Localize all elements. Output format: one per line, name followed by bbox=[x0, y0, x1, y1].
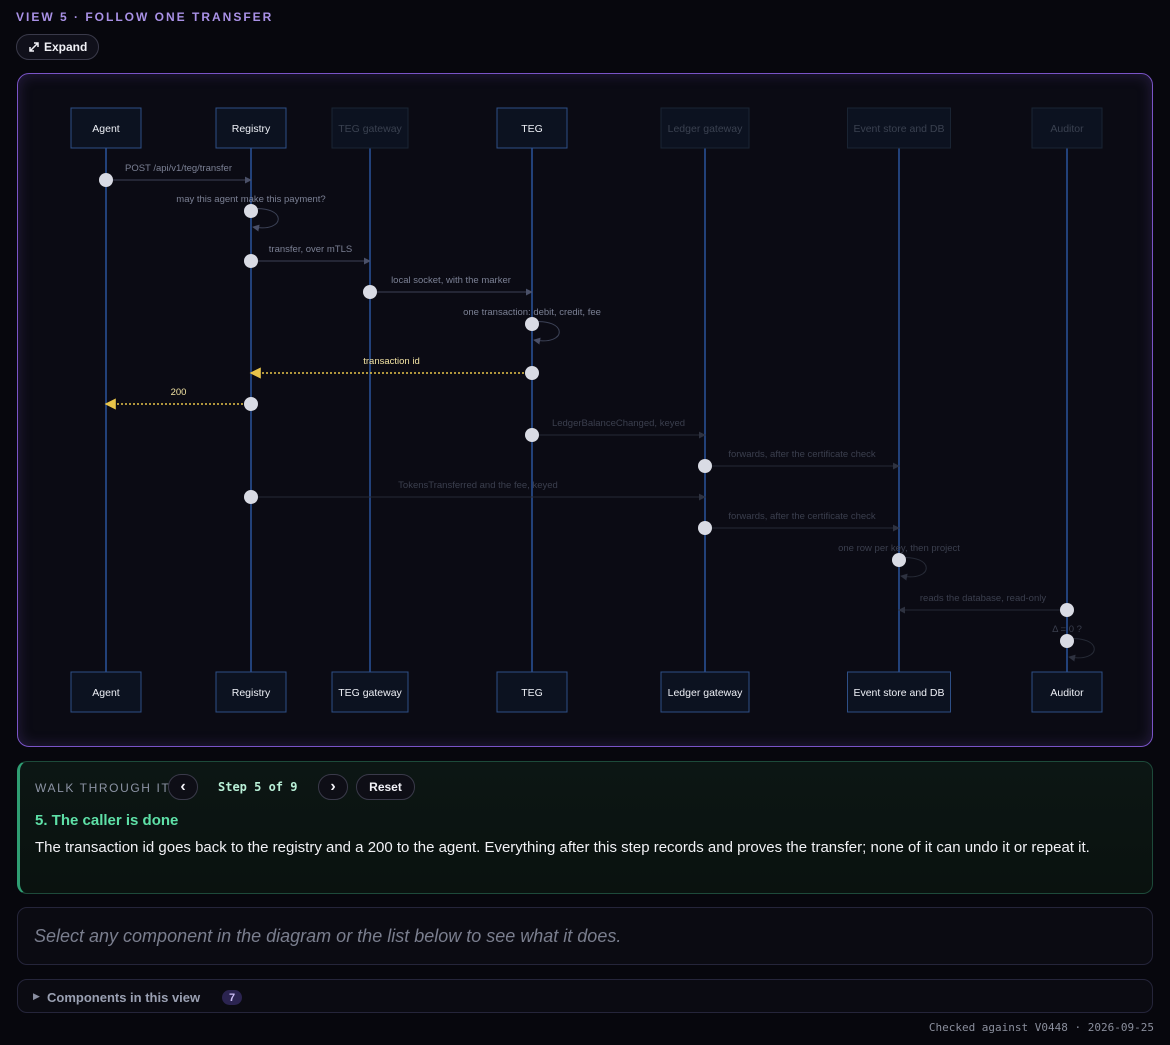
message-2[interactable]: may this agent make this payment? bbox=[176, 194, 326, 232]
message-label: POST /api/v1/teg/transfer bbox=[125, 163, 232, 174]
sequence-diagram-canvas: Agent Agent Registry Registry TEG gateway TEG… bbox=[70, 107, 1103, 713]
participant-label: Registry bbox=[232, 687, 271, 699]
message-11[interactable]: forwards, after the certificate check bbox=[698, 511, 900, 535]
message-label: transfer, over mTLS bbox=[269, 244, 352, 255]
step-description: The transaction id goes back to the regi… bbox=[35, 839, 1090, 856]
participant-label: Registry bbox=[232, 123, 271, 135]
message-dot bbox=[244, 204, 258, 218]
message-13[interactable]: reads the database, read-only bbox=[898, 593, 1074, 617]
message-label: transaction id bbox=[363, 356, 420, 367]
footer-version: Checked against V0448 · 2026-09-25 bbox=[928, 1021, 1154, 1034]
message-dot bbox=[99, 173, 113, 187]
participant-agent-top[interactable]: Agent bbox=[70, 107, 142, 149]
participant-auditor-bottom[interactable]: Auditor bbox=[1031, 671, 1103, 713]
message-label: forwards, after the certificate check bbox=[728, 449, 876, 460]
participant-label: Event store and DB bbox=[853, 687, 944, 699]
participant-label: Auditor bbox=[1050, 687, 1084, 699]
message-dot bbox=[244, 254, 258, 268]
view-title: VIEW 5 · FOLLOW ONE TRANSFER bbox=[16, 10, 274, 24]
message-3[interactable]: transfer, over mTLS bbox=[244, 244, 371, 268]
message-dot bbox=[1060, 603, 1074, 617]
walkthrough-label: WALK THROUGH IT bbox=[35, 781, 171, 795]
step-title: 5. The caller is done bbox=[35, 812, 179, 829]
chevron-left-icon: ‹ bbox=[180, 778, 186, 795]
components-disclosure[interactable]: ▶ Components in this view 7 bbox=[17, 979, 1153, 1013]
participant-label: Ledger gateway bbox=[668, 123, 743, 135]
message-dot bbox=[244, 397, 258, 411]
expand-button[interactable]: Expand bbox=[16, 34, 100, 60]
participant-label: TEG gateway bbox=[338, 123, 402, 135]
expand-arrows-icon bbox=[29, 42, 39, 52]
participant-registry-bottom[interactable]: Registry bbox=[215, 671, 287, 713]
participant-ledger_gateway-bottom[interactable]: Ledger gateway bbox=[660, 671, 750, 713]
message-5[interactable]: one transaction: debit, credit, fee bbox=[463, 307, 601, 345]
reset-button[interactable]: Reset bbox=[356, 774, 415, 800]
participant-teg_gateway-bottom[interactable]: TEG gateway bbox=[331, 671, 409, 713]
message-dot bbox=[525, 317, 539, 331]
message-12[interactable]: one row per key, then project bbox=[838, 543, 960, 581]
message-label: 200 bbox=[171, 387, 187, 398]
message-dot bbox=[525, 366, 539, 380]
participant-label: Agent bbox=[92, 123, 120, 135]
sequence-diagram: Agent Agent Registry Registry TEG gateway TEG… bbox=[17, 73, 1153, 747]
participant-auditor-top[interactable]: Auditor bbox=[1031, 107, 1103, 149]
message-label: Δ = 0 ? bbox=[1052, 624, 1082, 635]
hint-text: Select any component in the diagram or t… bbox=[34, 926, 622, 946]
message-14[interactable]: Δ = 0 ? bbox=[1052, 624, 1095, 662]
message-label: local socket, with the marker bbox=[391, 275, 511, 286]
participant-teg-top[interactable]: TEG bbox=[496, 107, 568, 149]
message-dot bbox=[244, 490, 258, 504]
participant-event_store-bottom[interactable]: Event store and DB bbox=[847, 671, 951, 713]
message-label: one row per key, then project bbox=[838, 543, 960, 554]
walkthrough-panel: WALK THROUGH IT ‹ Step 5 of 9 › Reset 5.… bbox=[17, 761, 1153, 894]
participant-label: Auditor bbox=[1050, 123, 1084, 135]
message-dot bbox=[892, 553, 906, 567]
participant-label: Agent bbox=[92, 687, 120, 699]
message-7[interactable]: 200 bbox=[104, 387, 258, 411]
message-label: reads the database, read-only bbox=[920, 593, 1046, 604]
message-label: forwards, after the certificate check bbox=[728, 511, 876, 522]
message-label: one transaction: debit, credit, fee bbox=[463, 307, 601, 318]
message-label: TokensTransferred and the fee, keyed bbox=[398, 480, 558, 491]
participant-teg_gateway-top[interactable]: TEG gateway bbox=[331, 107, 409, 149]
message-label: may this agent make this payment? bbox=[176, 194, 325, 205]
expand-label: Expand bbox=[44, 40, 88, 54]
previous-step-button[interactable]: ‹ bbox=[168, 774, 198, 800]
message-10[interactable]: TokensTransferred and the fee, keyed bbox=[244, 480, 706, 504]
message-dot bbox=[1060, 634, 1074, 648]
participant-event_store-top[interactable]: Event store and DB bbox=[847, 107, 951, 149]
message-6[interactable]: transaction id bbox=[249, 356, 539, 380]
message-9[interactable]: forwards, after the certificate check bbox=[698, 449, 900, 473]
participant-teg-bottom[interactable]: TEG bbox=[496, 671, 568, 713]
next-step-button[interactable]: › bbox=[318, 774, 348, 800]
step-counter: Step 5 of 9 bbox=[218, 780, 298, 794]
message-dot bbox=[525, 428, 539, 442]
message-1[interactable]: POST /api/v1/teg/transfer bbox=[99, 163, 252, 187]
message-8[interactable]: LedgerBalanceChanged, keyed bbox=[525, 418, 706, 442]
participant-label: Ledger gateway bbox=[668, 687, 743, 699]
disclosure-triangle-icon: ▶ bbox=[33, 991, 40, 1001]
message-dot bbox=[363, 285, 377, 299]
message-label: LedgerBalanceChanged, keyed bbox=[552, 418, 685, 429]
participant-label: TEG bbox=[521, 123, 543, 135]
message-4[interactable]: local socket, with the marker bbox=[363, 275, 533, 299]
participant-label: TEG bbox=[521, 687, 543, 699]
components-count-badge: 7 bbox=[222, 990, 242, 1005]
participant-agent-bottom[interactable]: Agent bbox=[70, 671, 142, 713]
participant-ledger_gateway-top[interactable]: Ledger gateway bbox=[660, 107, 750, 149]
chevron-right-icon: › bbox=[330, 778, 336, 795]
message-dot bbox=[698, 459, 712, 473]
participant-label: Event store and DB bbox=[853, 123, 944, 135]
participant-label: TEG gateway bbox=[338, 687, 402, 699]
participant-registry-top[interactable]: Registry bbox=[215, 107, 287, 149]
component-detail-panel: Select any component in the diagram or t… bbox=[17, 907, 1153, 965]
components-label: Components in this view bbox=[47, 990, 201, 1005]
message-dot bbox=[698, 521, 712, 535]
